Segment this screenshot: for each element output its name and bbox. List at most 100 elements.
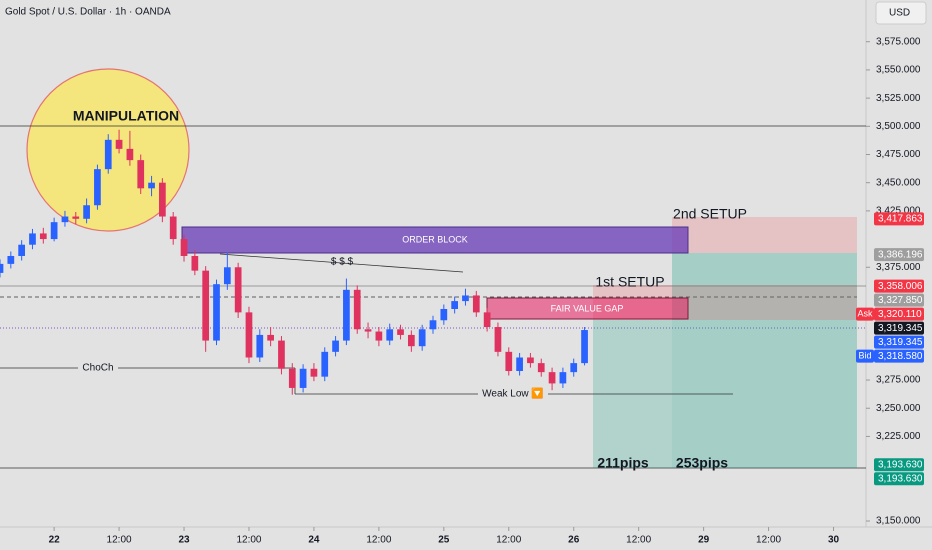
candle-body	[483, 312, 491, 328]
candle-body	[288, 368, 296, 388]
candle-body	[375, 331, 383, 341]
candle-body	[94, 169, 101, 206]
annotation: FAIR VALUE GAP	[551, 303, 624, 313]
candle-body	[169, 216, 177, 240]
candle-body	[18, 244, 26, 256]
price-label: 3,193.630	[878, 473, 923, 484]
x-tick-label: 12:00	[107, 535, 132, 546]
candle-body	[159, 182, 166, 217]
x-tick-label: 29	[698, 535, 710, 546]
candle-body	[29, 233, 36, 245]
annotation: ORDER BLOCK	[402, 234, 468, 244]
candle-body	[7, 255, 15, 264]
candle-body	[115, 139, 123, 149]
candle-body	[537, 363, 545, 373]
candle-body	[137, 160, 145, 189]
price-label-bg	[874, 335, 924, 349]
price-label-bg	[874, 307, 924, 321]
y-tick-label: 3,575.000	[876, 36, 921, 47]
price-label: 3,319.345	[878, 323, 923, 334]
candle-body	[527, 357, 534, 364]
candle-body	[494, 327, 502, 352]
chart-title: Gold Spot / U.S. Dollar · 1h · OANDA	[5, 7, 171, 18]
candle-body	[202, 270, 210, 341]
annotation: ChoCh	[82, 363, 113, 374]
candle-body	[570, 363, 578, 373]
annotation: 253pips	[676, 455, 728, 471]
annotation: MANIPULATION	[73, 108, 179, 124]
candle-body	[234, 267, 242, 313]
price-tag: Bid	[858, 351, 871, 361]
candle-body	[440, 308, 448, 321]
candle-body	[472, 295, 480, 313]
x-tick-label: 23	[178, 535, 190, 546]
candle-body	[256, 334, 264, 358]
candle-body	[581, 330, 588, 364]
candle-body	[407, 334, 415, 347]
candle-body	[321, 351, 329, 377]
candle-body	[332, 340, 339, 352]
y-tick-label: 3,525.000	[876, 93, 921, 104]
price-label: 3,320.110	[878, 309, 922, 320]
label-bg	[478, 387, 548, 401]
candle-body	[180, 239, 188, 256]
price-label-bg	[874, 349, 924, 363]
candle-body	[386, 329, 394, 341]
candle-body	[505, 351, 513, 372]
price-label-bg	[874, 472, 924, 486]
stop-zone	[672, 217, 857, 253]
price-label: 3,319.345	[878, 337, 923, 348]
price-label: 3,327.850	[878, 295, 923, 306]
candle-body	[364, 329, 372, 332]
x-tick-label: 25	[438, 535, 450, 546]
y-tick-label: 3,475.000	[876, 149, 921, 160]
candle-body	[223, 267, 231, 285]
candle-body	[418, 329, 426, 347]
candle-body	[343, 289, 350, 341]
price-label-bg	[874, 458, 924, 472]
x-tick-label: 12:00	[366, 535, 391, 546]
y-tick-label: 3,375.000	[876, 262, 921, 273]
y-tick-label: 3,550.000	[876, 65, 921, 76]
candle-body	[267, 334, 274, 341]
y-tick-label: 3,150.000	[876, 516, 921, 527]
annotation: $ $ $	[331, 257, 354, 268]
candle-body	[451, 301, 459, 309]
candle-body	[191, 255, 199, 271]
y-tick-label: 3,250.000	[876, 403, 921, 414]
price-label-bg	[874, 279, 924, 293]
price-tag-bg	[856, 307, 874, 321]
annotation: 211pips	[597, 455, 649, 471]
candle-body	[72, 216, 80, 219]
candle-body	[429, 320, 437, 330]
currency[interactable]: USD	[889, 8, 910, 19]
price-label-bg	[874, 248, 924, 262]
candle-body	[278, 340, 285, 369]
liquidity-line	[219, 253, 464, 273]
currency-box[interactable]	[875, 1, 927, 25]
candle-body	[126, 148, 134, 161]
candle-body	[299, 368, 307, 388]
candle-body	[559, 372, 567, 384]
candle-body	[104, 139, 112, 170]
price-label-bg	[874, 212, 924, 226]
label-bg	[78, 361, 118, 375]
price-tag-bg	[856, 349, 874, 363]
candle-body	[245, 312, 253, 358]
candle-body	[516, 357, 523, 372]
candle-body	[353, 289, 361, 330]
price-label-bg	[874, 321, 924, 335]
candle-body	[39, 233, 47, 240]
candle-body	[0, 263, 4, 273]
x-tick-label: 22	[49, 535, 61, 546]
annotation: 2nd SETUP	[673, 206, 747, 222]
x-tick-label: 12:00	[626, 535, 651, 546]
candle-body	[148, 182, 155, 189]
x-tick-label: 30	[828, 535, 840, 546]
price-label-bg	[874, 293, 924, 307]
price-label: 3,318.580	[878, 351, 923, 362]
price-label: 3,193.630	[878, 459, 923, 470]
price-label: 3,417.863	[878, 214, 923, 225]
annotation: 1st SETUP	[595, 274, 664, 290]
price-tag: Ask	[857, 309, 873, 319]
